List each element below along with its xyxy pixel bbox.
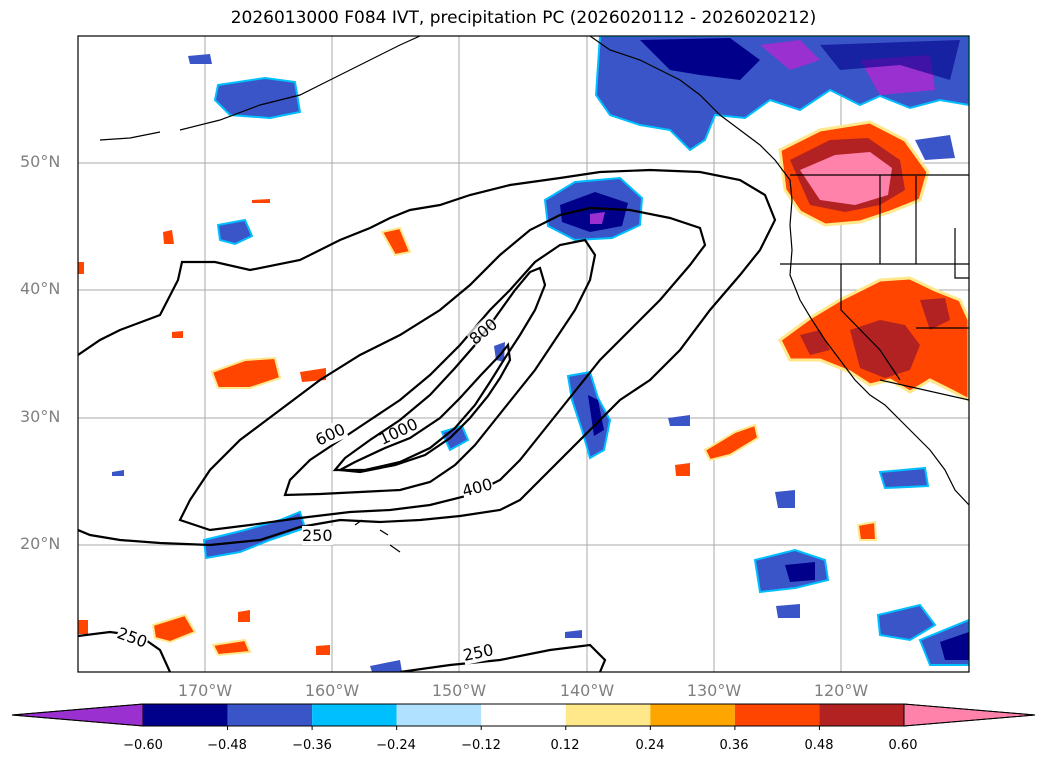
coastlines <box>99 36 969 553</box>
colorbar-tick-label: −0.12 <box>461 738 501 753</box>
colorbar-segment <box>734 704 820 726</box>
colorbar-outline <box>11 703 1036 727</box>
colorbar-tick-label: 0.36 <box>719 738 749 753</box>
map-title: 2026013000 F084 IVT, precipitation PC (2… <box>230 8 817 28</box>
colorbar-tick-label: 0.48 <box>804 738 834 753</box>
map-frame <box>77 35 970 673</box>
colorbar-tick-label: −0.60 <box>123 738 163 753</box>
colorbar-segment <box>227 704 313 726</box>
colorbar-tick-label: 0.60 <box>888 738 918 753</box>
lat-label-40n: 40°N <box>20 279 61 298</box>
lat-label-30n: 30°N <box>20 407 61 426</box>
colorbar-segment <box>650 704 735 726</box>
contour-label-250-mid: 250 <box>302 526 333 545</box>
colorbar-tick-label: −0.48 <box>207 738 247 753</box>
colorbar-extend-min <box>11 703 144 727</box>
colorbar-segment <box>143 704 228 726</box>
colorbar-tick-label: −0.24 <box>376 738 416 753</box>
colorbar-segment <box>565 704 651 726</box>
colorbar-segment <box>481 704 566 726</box>
lon-label-170w: 170°W <box>177 681 233 700</box>
colorbar-segment <box>312 704 397 726</box>
lon-label-160w: 160°W <box>304 681 360 700</box>
colorbar-tick-label: −0.36 <box>292 738 332 753</box>
colorbar <box>11 703 1036 730</box>
colorbar-extend-max <box>903 703 1036 727</box>
precip-negative-areas <box>112 36 969 672</box>
lat-label-20n: 20°N <box>20 534 61 553</box>
colorbar-tick-label: 0.12 <box>550 738 580 753</box>
colorbar-segment <box>396 704 482 726</box>
colorbar-segment <box>819 704 904 726</box>
colorbar-tick-label: 0.24 <box>635 738 665 753</box>
lon-label-120w: 120°W <box>813 681 869 700</box>
lon-label-130w: 130°W <box>686 681 742 700</box>
lon-label-150w: 150°W <box>431 681 487 700</box>
ivt-contours <box>78 168 777 672</box>
lat-label-50n: 50°N <box>20 152 61 171</box>
lon-label-140w: 140°W <box>559 681 615 700</box>
